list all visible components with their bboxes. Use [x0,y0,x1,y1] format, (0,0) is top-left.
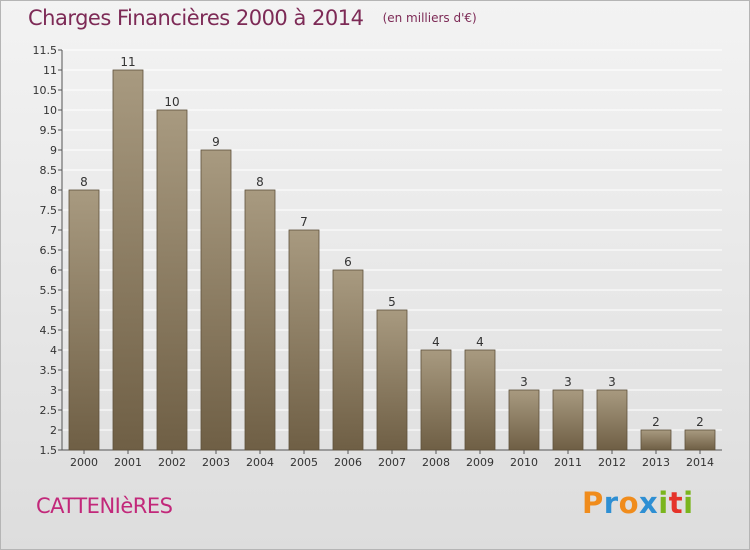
bar [332,269,364,451]
chart-subtitle: (en milliers d'€) [382,11,477,25]
data-label: 6 [344,255,352,269]
bar [552,389,584,451]
logo-letter: x [639,486,659,520]
data-label: 3 [520,375,528,389]
y-tick-label: 11 [43,64,57,77]
commune-name: CATTENIèRES [36,494,173,518]
logo-letter: P [582,486,604,520]
y-tick-label: 8 [50,184,57,197]
data-labels: 8 11 10 9 8 7 6 5 4 4 3 3 3 2 2 [80,55,704,429]
y-tick-label: 6.5 [40,244,58,257]
data-label: 11 [120,55,135,69]
x-tick-label: 2001 [114,456,142,469]
data-label: 4 [476,335,484,349]
x-tick-label: 2009 [466,456,494,469]
data-label: 3 [608,375,616,389]
x-tick-label: 2005 [290,456,318,469]
x-tick-label: 2004 [246,456,274,469]
logo-letter: r [603,486,619,520]
data-label: 10 [164,95,179,109]
y-tick-label: 4 [50,344,57,357]
y-tick-label: 2.5 [40,404,58,417]
bar [244,189,276,451]
y-tick-label: 4.5 [40,324,58,337]
y-tick-label: 5.5 [40,284,58,297]
y-tick-label: 9 [50,144,57,157]
y-tick-label: 8.5 [40,164,58,177]
bar [640,429,672,451]
y-tick-label: 11.5 [33,44,58,57]
bar [684,429,716,451]
data-label: 9 [212,135,220,149]
x-tick-label: 2006 [334,456,362,469]
bar [376,309,408,451]
bar [112,69,144,451]
bar [68,189,100,451]
data-label: 4 [432,335,440,349]
data-label: 8 [256,175,264,189]
y-tick-label: 10 [43,104,57,117]
y-tick-label: 1.5 [40,444,58,457]
bar [508,389,540,451]
y-tick-label: 7.5 [40,204,58,217]
bars [68,69,716,451]
y-tick-label: 2 [50,424,57,437]
title-row: Charges Financières 2000 à 2014 (en mill… [28,6,477,30]
y-tick-label: 9.5 [40,124,58,137]
bar [200,149,232,451]
x-tick-label: 2014 [686,456,714,469]
y-tick-labels: 1.5 2 2.5 3 3.5 4 4.5 5 5.5 6 6.5 7 7.5 8 8.5 9 9.5 10 10.… [33,44,58,457]
y-tick-label: 6 [50,264,57,277]
y-tick-label: 3 [50,384,57,397]
logo-letter: i [683,486,694,520]
bar [288,229,320,451]
data-label: 8 [80,175,88,189]
bar [420,349,452,451]
data-label: 3 [564,375,572,389]
data-label: 2 [652,415,660,429]
x-tick-label: 2003 [202,456,230,469]
y-tick-label: 5 [50,304,57,317]
proxiti-logo: Proxiti [582,486,694,520]
x-tick-labels: 2000 2001 2002 2003 2004 2005 2006 2007 2008 2009… [70,450,714,469]
bar [464,349,496,451]
y-tick-label: 10.5 [33,84,58,97]
data-label: 7 [300,215,308,229]
data-label: 2 [696,415,704,429]
chart-title: Charges Financières 2000 à 2014 [28,6,364,30]
x-tick-label: 2013 [642,456,670,469]
x-tick-label: 2002 [158,456,186,469]
x-tick-label: 2007 [378,456,406,469]
data-label: 5 [388,295,396,309]
x-tick-label: 2012 [598,456,626,469]
logo-letter: o [618,486,640,520]
y-tick-label: 3.5 [40,364,58,377]
x-tick-label: 2010 [510,456,538,469]
x-tick-label: 2000 [70,456,98,469]
bar [596,389,628,451]
logo-letter: t [668,486,684,520]
x-tick-label: 2008 [422,456,450,469]
x-tick-label: 2011 [554,456,582,469]
logo-letter: i [658,486,669,520]
y-tick-label: 7 [50,224,57,237]
bar [156,109,188,451]
